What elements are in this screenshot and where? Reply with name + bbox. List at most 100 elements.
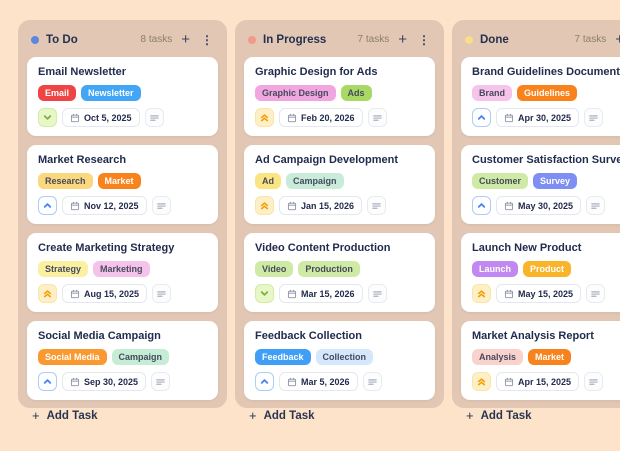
- task-tag[interactable]: Campaign: [111, 349, 170, 365]
- task-card[interactable]: Market Analysis Report Analysis Market A…: [461, 321, 620, 400]
- tag-row: Email Newsletter: [38, 85, 207, 101]
- task-card[interactable]: Social Media Campaign Social Media Campa…: [27, 321, 218, 400]
- due-date: Apr 15, 2025: [518, 376, 572, 387]
- task-tag[interactable]: Research: [38, 173, 93, 189]
- double-chevron-up-icon: [260, 202, 269, 210]
- task-tag[interactable]: Market: [528, 349, 572, 365]
- priority-toggle-button[interactable]: [38, 372, 57, 391]
- description-button[interactable]: [586, 284, 606, 303]
- due-date-chip[interactable]: Aug 15, 2025: [62, 284, 148, 303]
- task-tag[interactable]: Production: [298, 261, 360, 277]
- add-task-button[interactable]: + Add Task: [27, 400, 218, 425]
- add-card-button[interactable]: +: [398, 31, 407, 48]
- task-tag[interactable]: Collection: [315, 349, 374, 365]
- add-card-button[interactable]: +: [613, 32, 620, 47]
- task-tag[interactable]: Graphic Design: [255, 85, 336, 101]
- due-date: Sep 30, 2025: [84, 376, 139, 387]
- due-date-chip[interactable]: Sep 30, 2025: [62, 372, 147, 391]
- task-card[interactable]: Create Marketing Strategy Strategy Marke…: [27, 233, 218, 312]
- due-date: Apr 30, 2025: [518, 112, 572, 123]
- column-menu-button[interactable]: ⋮: [201, 32, 213, 47]
- description-button[interactable]: [367, 108, 387, 127]
- task-tag[interactable]: Market: [97, 173, 141, 189]
- due-date-chip[interactable]: Apr 30, 2025: [496, 108, 580, 127]
- description-button[interactable]: [362, 372, 382, 391]
- task-card[interactable]: Market Research Research Market Nov 12, …: [27, 145, 218, 224]
- description-button[interactable]: [144, 108, 164, 127]
- chevron-down-icon: [43, 115, 52, 120]
- task-tag[interactable]: Social Media: [38, 349, 107, 365]
- task-tag[interactable]: Guidelines: [517, 85, 578, 101]
- task-tag[interactable]: Customer: [472, 173, 529, 189]
- due-date-chip[interactable]: Mar 15, 2026: [279, 284, 363, 303]
- task-card[interactable]: Ad Campaign Development Ad Campaign Jan …: [244, 145, 435, 224]
- task-tag[interactable]: Video: [255, 261, 294, 277]
- task-tag[interactable]: Survey: [533, 173, 578, 189]
- description-button[interactable]: [586, 196, 606, 215]
- priority-toggle-button[interactable]: [472, 196, 491, 215]
- task-card[interactable]: Video Content Production Video Productio…: [244, 233, 435, 312]
- task-tag[interactable]: Marketing: [93, 261, 150, 277]
- description-button[interactable]: [584, 108, 604, 127]
- task-tag[interactable]: Ads: [340, 85, 372, 101]
- description-lines-icon: [157, 291, 166, 297]
- description-button[interactable]: [584, 372, 604, 391]
- task-tag[interactable]: Ad: [255, 173, 281, 189]
- task-title: Ad Campaign Development: [255, 154, 399, 166]
- priority-toggle-button[interactable]: [472, 284, 491, 303]
- priority-toggle-button[interactable]: [255, 372, 274, 391]
- add-task-button[interactable]: + Add Task: [461, 400, 620, 425]
- column-status-dot: [31, 35, 39, 44]
- description-button[interactable]: [152, 284, 172, 303]
- task-tag[interactable]: Newsletter: [81, 85, 141, 101]
- task-tag[interactable]: Brand: [472, 85, 513, 101]
- task-card[interactable]: Brand Guidelines Document Brand Guidelin…: [461, 57, 620, 136]
- priority-toggle-button[interactable]: [255, 284, 274, 303]
- kanban-column-done: Done 7 tasks + ⋮ Brand Guidelines Docume…: [452, 20, 620, 423]
- tag-row: Video Production: [255, 261, 424, 277]
- task-tag[interactable]: Product: [523, 261, 572, 277]
- priority-toggle-button[interactable]: [38, 196, 57, 215]
- description-button[interactable]: [367, 196, 387, 215]
- calendar-icon: [287, 377, 297, 386]
- task-card[interactable]: Graphic Design for Ads Graphic Design Ad…: [244, 57, 435, 136]
- task-tag[interactable]: Strategy: [38, 261, 89, 277]
- due-date-chip[interactable]: Nov 12, 2025: [62, 196, 147, 215]
- chevron-up-icon: [43, 379, 52, 384]
- task-tag[interactable]: Analysis: [472, 349, 524, 365]
- priority-toggle-button[interactable]: [472, 108, 491, 127]
- priority-toggle-button[interactable]: [255, 196, 274, 215]
- description-button[interactable]: [151, 372, 171, 391]
- task-tag[interactable]: Launch: [472, 261, 519, 277]
- task-tag[interactable]: Feedback: [255, 349, 311, 365]
- due-date-chip[interactable]: Oct 5, 2025: [62, 108, 140, 127]
- description-button[interactable]: [367, 284, 387, 303]
- card-meta-row: May 15, 2025: [472, 284, 620, 303]
- task-tag[interactable]: Campaign: [286, 173, 344, 189]
- task-tag[interactable]: Email: [38, 85, 77, 101]
- priority-toggle-button[interactable]: [38, 284, 57, 303]
- task-title: Social Media Campaign: [38, 330, 161, 342]
- chevron-up-icon: [477, 115, 486, 120]
- description-button[interactable]: [151, 196, 171, 215]
- description-lines-icon: [149, 115, 159, 121]
- add-task-button[interactable]: + Add Task: [244, 400, 435, 425]
- kanban-board: To Do 8 tasks + ⋮ Email Newsletter Email…: [18, 20, 620, 423]
- priority-toggle-button[interactable]: [38, 108, 57, 127]
- task-card[interactable]: Email Newsletter Email Newsletter Oct 5,…: [27, 57, 218, 136]
- task-card[interactable]: Feedback Collection Feedback Collection …: [244, 321, 435, 400]
- priority-toggle-button[interactable]: [255, 108, 274, 127]
- double-chevron-up-icon: [260, 114, 269, 122]
- task-card[interactable]: Launch New Product Launch Product May 15…: [461, 233, 620, 312]
- add-card-button[interactable]: +: [181, 31, 190, 48]
- priority-toggle-button[interactable]: [472, 372, 491, 391]
- task-card[interactable]: Customer Satisfaction Survey Customer Su…: [461, 145, 620, 224]
- due-date-chip[interactable]: May 15, 2025: [496, 284, 582, 303]
- column-menu-button[interactable]: ⋮: [418, 32, 430, 47]
- due-date-chip[interactable]: May 30, 2025: [496, 196, 582, 215]
- due-date-chip[interactable]: Feb 20, 2026: [279, 108, 363, 127]
- due-date-chip[interactable]: Jan 15, 2026: [279, 196, 363, 215]
- due-date-chip[interactable]: Mar 5, 2026: [279, 372, 358, 391]
- due-date: Mar 5, 2026: [301, 376, 350, 387]
- due-date-chip[interactable]: Apr 15, 2025: [496, 372, 580, 391]
